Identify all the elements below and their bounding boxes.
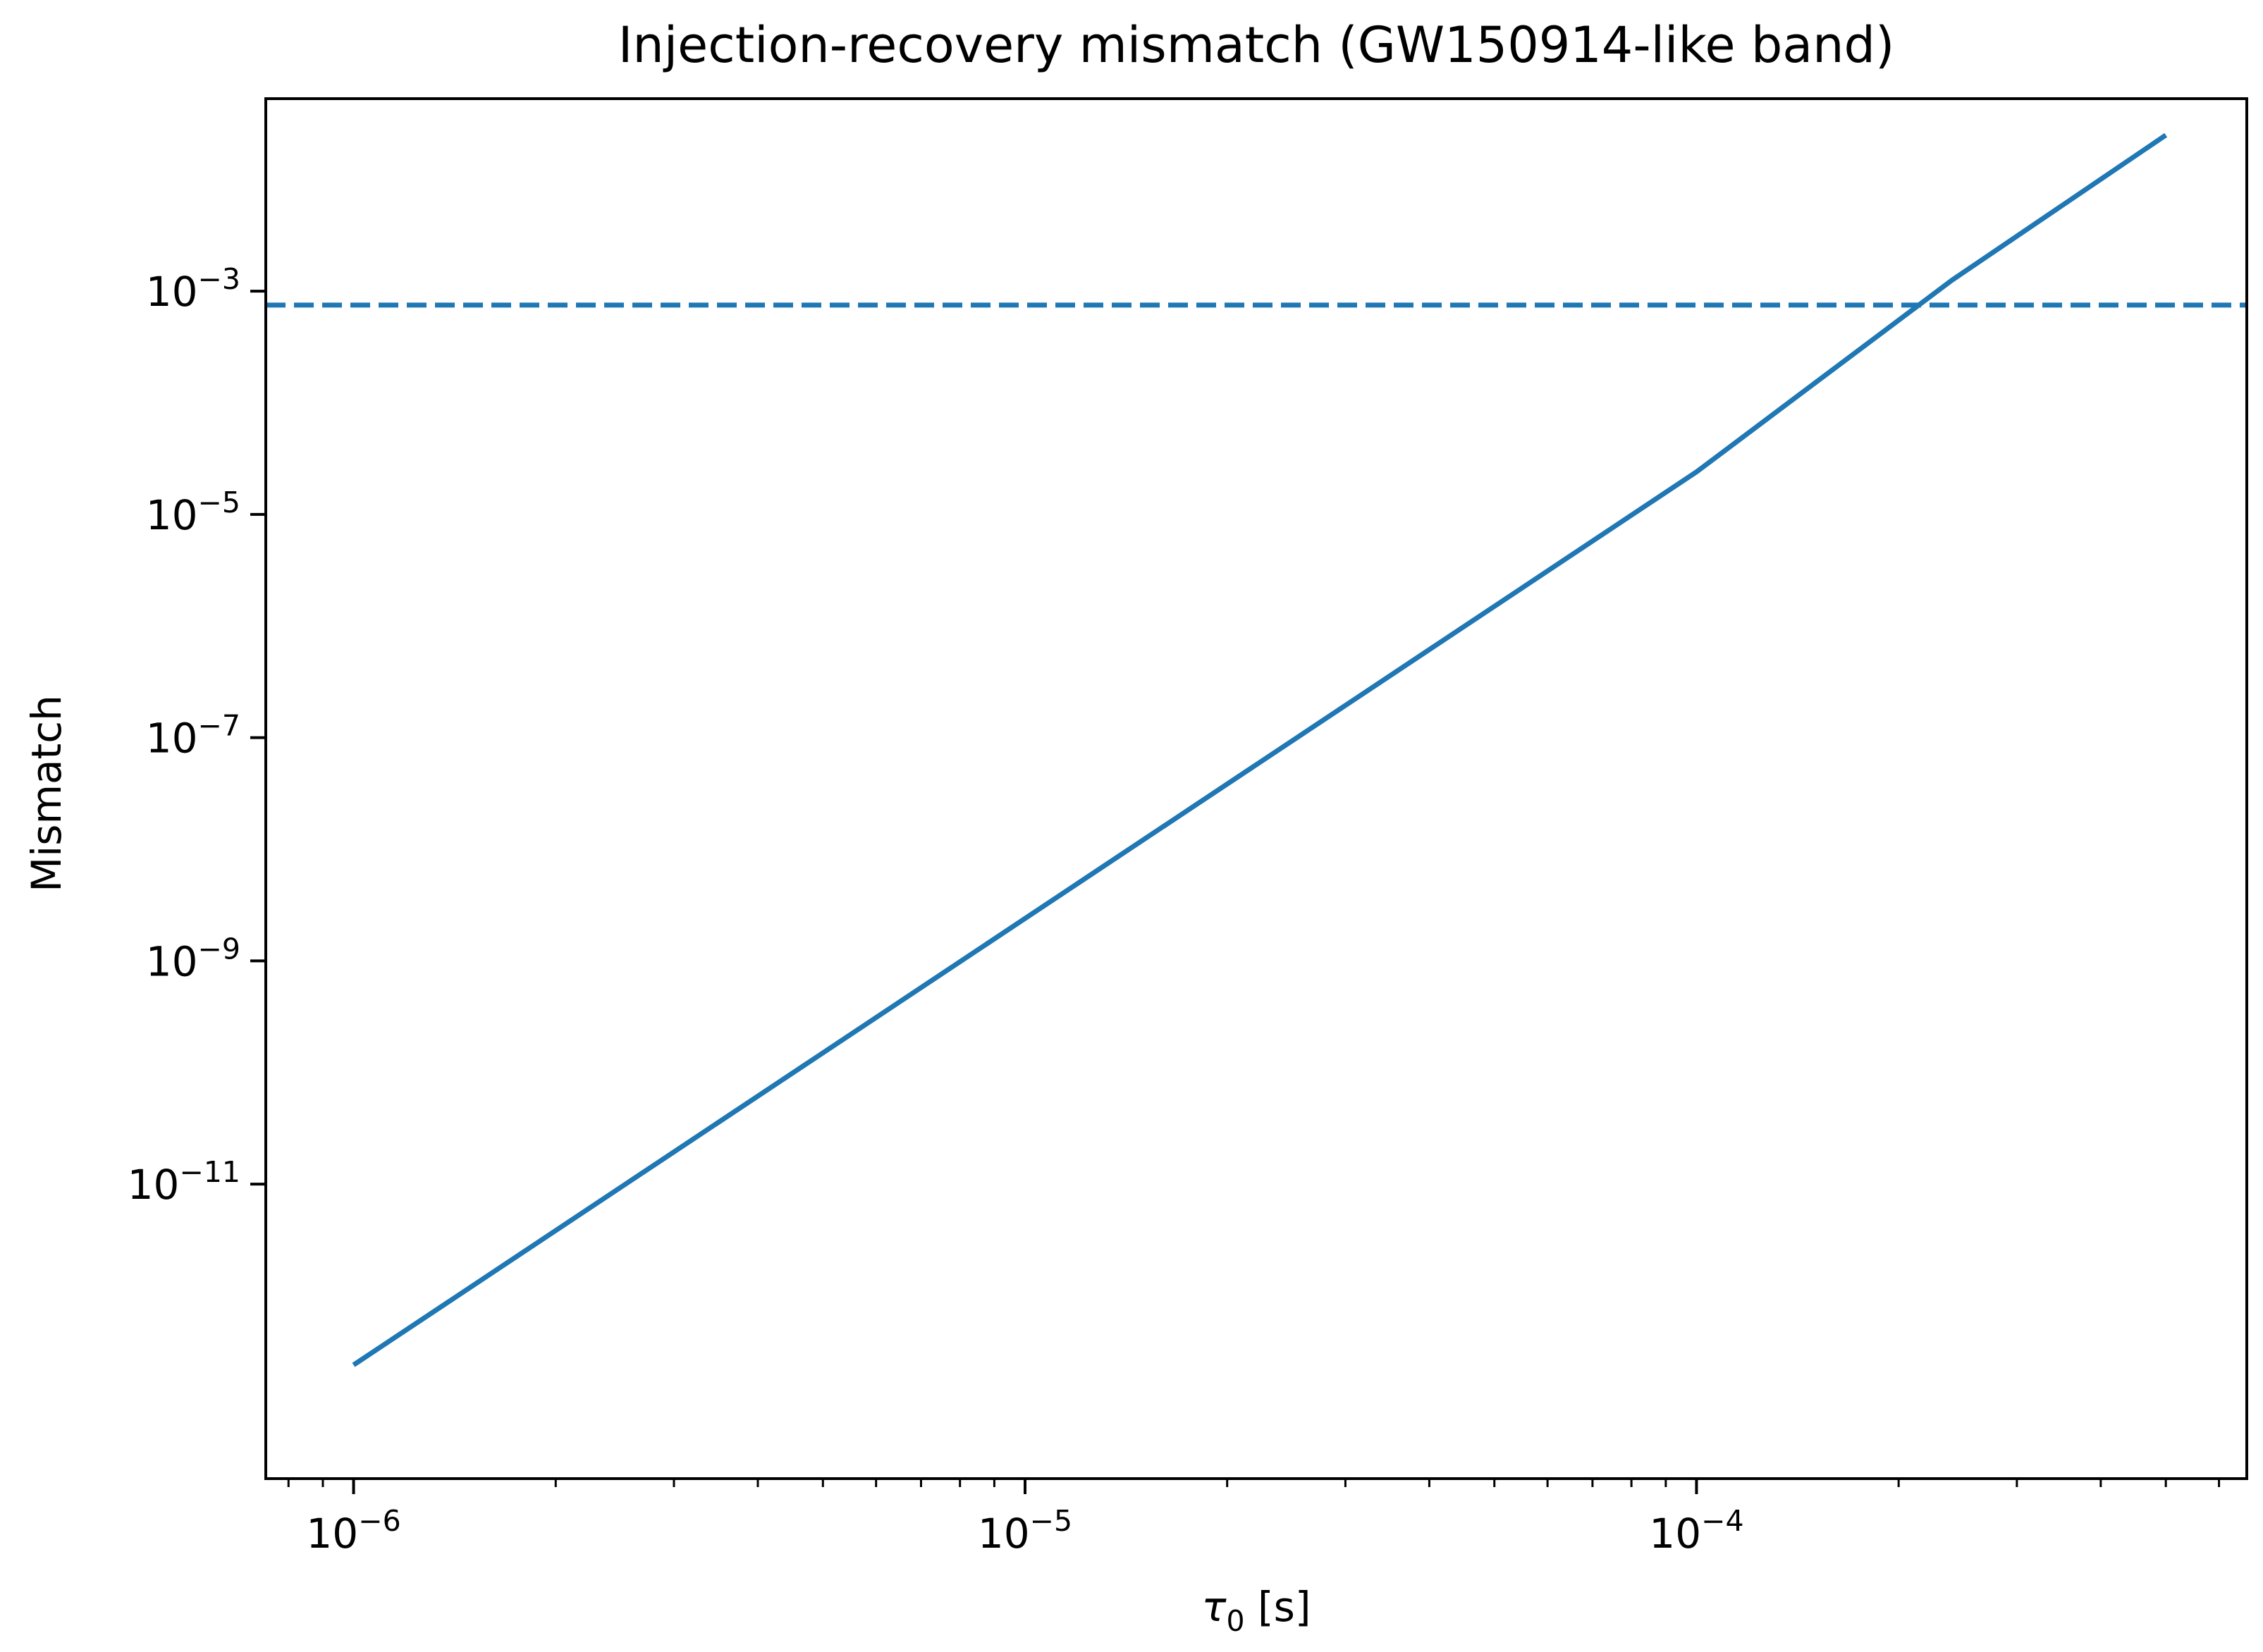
plot-frame (264, 97, 2248, 1480)
x-axis-label: τ0 [s] (1202, 1583, 1311, 1638)
y-tick-label: 10−3 (146, 262, 240, 316)
y-tick-label: 10−9 (146, 932, 240, 985)
y-axis-label: Mismatch (23, 695, 70, 892)
y-axis-ticks: 10−3 10−5 10−7 10−9 10−11 (128, 262, 266, 1209)
x-axis-subscript: 0 (1226, 1604, 1244, 1638)
series-line (352, 132, 2168, 1367)
x-tick-label: 10−5 (978, 1504, 1072, 1558)
y-tick-label: 10−7 (146, 709, 240, 763)
y-tick-label: 10−5 (146, 486, 240, 539)
y-tick-label: 10−11 (128, 1155, 240, 1209)
chart-title: Injection-recovery mismatch (GW150914-li… (618, 16, 1895, 74)
x-tick-label: 10−4 (1649, 1504, 1743, 1558)
x-axis-unit: [s] (1245, 1583, 1311, 1631)
plot-area (266, 132, 2247, 1367)
x-axis-symbol: τ (1202, 1583, 1227, 1631)
x-tick-label: 10−6 (306, 1504, 400, 1558)
